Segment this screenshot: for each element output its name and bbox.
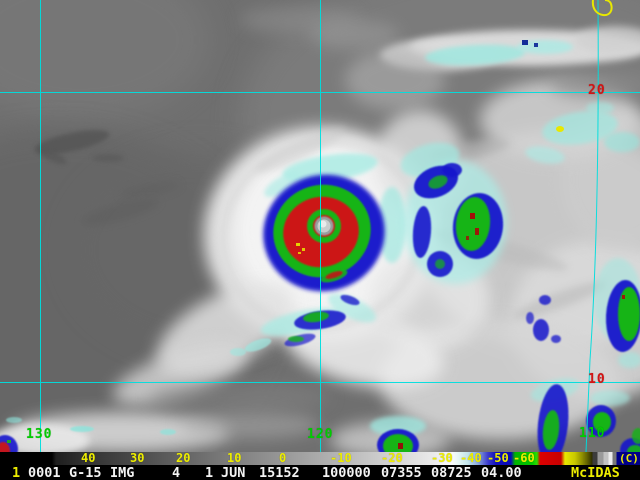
status-bar: 1 0001 G-15 IMG 4 1 JUN 15152 100000 073… [0, 465, 640, 480]
lon-line-110 [585, 0, 599, 452]
latlon-grid-lines [0, 0, 640, 452]
product-type-field: IMG [110, 465, 135, 480]
band-field: 4 [172, 465, 181, 480]
scale-tick-m50: -50 [487, 451, 509, 465]
copyright-label: (C) [619, 452, 639, 465]
lat-label-20: 20 [588, 83, 606, 98]
southeast-convective-cells [0, 280, 640, 452]
element-coordinate-field: 08725 [431, 465, 472, 480]
satellite-imagery [0, 0, 640, 452]
lon-label-120: 120 [307, 427, 334, 442]
scale-tick-m20: -20 [381, 451, 403, 465]
lon-label-130: 130 [26, 427, 53, 442]
island-contour [591, 0, 613, 17]
satellite-field: G-15 [69, 465, 102, 480]
time-field: 100000 [322, 465, 371, 480]
scale-tick-20: 20 [176, 451, 191, 465]
east-convective-cells [412, 163, 504, 277]
mcidas-brand-label: McIDAS [571, 465, 620, 480]
line-coordinate-field: 07355 [381, 465, 422, 480]
satellite-image-canvas[interactable] [0, 0, 640, 452]
resolution-field: 04.00 [481, 465, 522, 480]
image-id-field: 0001 [28, 465, 61, 480]
scale-tick-m10: -10 [330, 451, 352, 465]
inner-eyewall-ring [307, 209, 341, 243]
scale-tick-40: 40 [81, 451, 96, 465]
scale-tick-m60: -60 [513, 451, 535, 465]
lon-label-110: 110 [579, 426, 606, 441]
julian-date-field: 15152 [259, 465, 300, 480]
scale-tick-10: 10 [227, 451, 242, 465]
scale-tick-30: 30 [130, 451, 145, 465]
lat-label-10: 10 [588, 372, 606, 387]
month-field: JUN [221, 465, 246, 480]
day-field: 1 [205, 465, 214, 480]
scale-tick-0: 0 [279, 451, 287, 465]
frame-number: 1 [12, 465, 21, 480]
dark-cloud-streaks [34, 130, 180, 225]
map-outline-overlay [556, 0, 613, 132]
scale-tick-m30: -30 [431, 451, 453, 465]
scale-tick-m40: -40 [460, 451, 482, 465]
island-speck [556, 126, 564, 132]
temperature-scale-bar: 40 30 20 10 0 -10 -20 -30 -40 -50 -60 (C… [0, 452, 640, 465]
